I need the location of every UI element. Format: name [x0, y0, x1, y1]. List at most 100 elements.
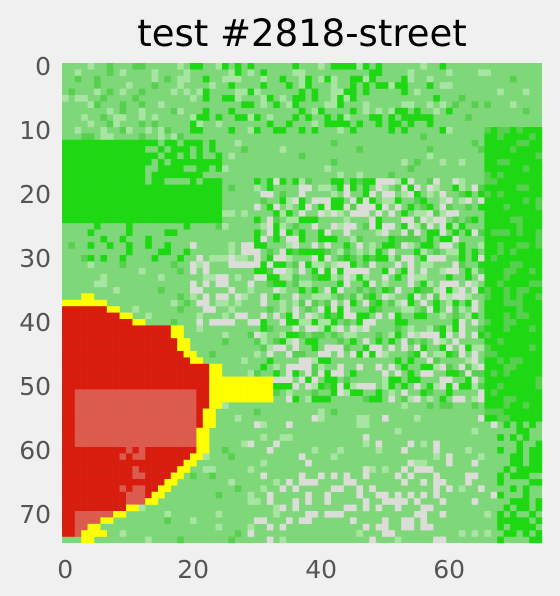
heatmap-cell: [369, 69, 376, 76]
heatmap-cell: [535, 146, 543, 153]
heatmap-cell: [305, 75, 312, 83]
heatmap-cell: [414, 223, 421, 230]
heatmap-cell: [484, 376, 491, 384]
heatmap-cell: [362, 466, 370, 473]
heatmap-cell: [433, 351, 440, 358]
heatmap-cell: [183, 88, 191, 96]
heatmap-cell: [452, 287, 459, 294]
heatmap-cell: [273, 203, 280, 211]
heatmap-cell: [433, 210, 440, 217]
heatmap-cell: [158, 287, 165, 294]
heatmap-cell: [452, 280, 459, 288]
heatmap-cell: [273, 440, 280, 448]
heatmap-cell: [170, 466, 178, 473]
heatmap-cell: [375, 203, 383, 211]
heatmap-cell: [254, 498, 261, 505]
heatmap-cell: [382, 184, 389, 192]
heatmap-cell: [138, 357, 146, 364]
heatmap-cell: [273, 216, 280, 224]
heatmap-cell: [484, 248, 491, 256]
heatmap-cell: [522, 472, 530, 480]
heatmap-cell: [228, 184, 235, 192]
heatmap-cell: [247, 101, 255, 108]
heatmap-cell: [305, 280, 312, 288]
heatmap-cell: [490, 395, 498, 403]
heatmap-cell: [94, 363, 101, 371]
heatmap-cell: [132, 408, 139, 416]
heatmap-cell: [401, 235, 408, 243]
heatmap-cell: [490, 171, 498, 179]
heatmap-cell: [311, 357, 319, 364]
heatmap-cell: [170, 459, 178, 467]
heatmap-cell: [305, 261, 312, 268]
heatmap-cell: [446, 274, 453, 281]
heatmap-cell: [337, 88, 344, 96]
heatmap-cell: [522, 408, 530, 416]
heatmap-cell: [145, 312, 152, 320]
heatmap-cell: [446, 306, 453, 313]
heatmap-cell: [215, 159, 223, 166]
heatmap-cell: [490, 133, 498, 140]
heatmap-cell: [94, 139, 101, 147]
heatmap-cell: [74, 203, 82, 211]
heatmap-cell: [510, 351, 517, 358]
heatmap-cell: [522, 517, 530, 524]
heatmap-cell: [151, 197, 159, 204]
heatmap-cell: [158, 178, 165, 185]
heatmap-cell: [279, 95, 287, 102]
heatmap-cell: [164, 325, 171, 332]
heatmap-cell: [254, 389, 261, 396]
heatmap-cell: [529, 171, 536, 179]
heatmap-cell: [81, 299, 88, 307]
heatmap-cell: [311, 363, 319, 371]
heatmap-cell: [337, 312, 344, 320]
heatmap-cell: [510, 376, 517, 384]
heatmap-cell: [138, 376, 146, 384]
heatmap-cell: [164, 203, 171, 211]
heatmap-cell: [535, 440, 543, 448]
heatmap-cell: [145, 402, 152, 409]
heatmap-cell: [471, 459, 479, 467]
heatmap-cell: [318, 370, 325, 377]
heatmap-cell: [426, 523, 434, 531]
heatmap-cell: [350, 293, 357, 300]
heatmap-cell: [503, 159, 511, 166]
heatmap-cell: [202, 415, 210, 422]
heatmap-cell: [401, 88, 408, 96]
heatmap-cell: [503, 408, 511, 416]
heatmap-cell: [119, 261, 127, 268]
heatmap-cell: [164, 197, 171, 204]
heatmap-cell: [516, 472, 523, 480]
heatmap-cell: [318, 197, 325, 204]
heatmap-cell: [369, 242, 376, 249]
heatmap-cell: [273, 229, 280, 236]
heatmap-cell: [113, 203, 120, 211]
heatmap-cell: [330, 63, 338, 70]
heatmap-cell: [94, 440, 101, 448]
heatmap-cell: [126, 370, 133, 377]
heatmap-cell: [292, 293, 299, 300]
heatmap-cell: [490, 306, 498, 313]
heatmap-cell: [94, 325, 101, 332]
heatmap-cell: [439, 338, 447, 345]
heatmap-cell: [164, 511, 171, 518]
heatmap-cell: [420, 344, 427, 352]
heatmap-cell: [113, 338, 120, 345]
heatmap-cell: [510, 133, 517, 140]
heatmap-cell: [426, 146, 434, 153]
heatmap-cell: [439, 363, 447, 371]
heatmap-cell: [318, 357, 325, 364]
heatmap-cell: [100, 191, 107, 198]
heatmap-cell: [497, 325, 504, 332]
heatmap-cell: [202, 210, 210, 217]
heatmap-cell: [311, 255, 319, 262]
heatmap-cell: [465, 114, 472, 121]
heatmap-cell: [522, 293, 530, 300]
heatmap-cell: [337, 63, 344, 70]
heatmap-cell: [164, 331, 171, 339]
heatmap-cell: [68, 338, 75, 345]
heatmap-cell: [81, 504, 88, 512]
heatmap-cell: [106, 319, 114, 326]
heatmap-cell: [471, 427, 479, 435]
heatmap-cell: [228, 248, 235, 256]
